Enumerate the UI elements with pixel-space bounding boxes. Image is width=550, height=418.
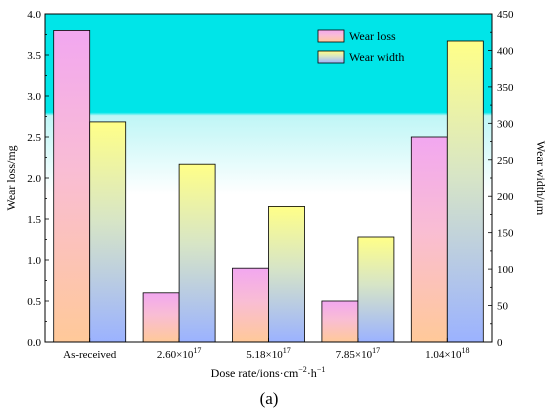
- y-axis-left-title: Wear loss/mg: [4, 145, 18, 210]
- bars-layer: [53, 29, 484, 343]
- legend-swatch-wear-width: [317, 50, 345, 64]
- y-right-tick-label-3: 150: [497, 228, 514, 240]
- y-right-tick-label-7: 350: [497, 82, 514, 94]
- y-left-tick-label-8: 4.0: [27, 9, 41, 21]
- x-tick-label-3: 7.85×1017: [336, 346, 380, 361]
- bar-wear-loss-2: [232, 267, 269, 343]
- x-axis-title: Dose rate/ions·cm−2·h−1: [211, 365, 326, 380]
- legend-label-wear-width: Wear width: [349, 50, 404, 64]
- y-left-tick-label-7: 3.5: [27, 50, 41, 62]
- y-left-tick-label-5: 2.5: [27, 132, 41, 144]
- bar-wear-loss-0: [53, 29, 91, 343]
- x-tick-label-4: 1.04×1018: [425, 346, 469, 361]
- y-left-tick-label-1: 0.5: [27, 296, 41, 308]
- bar-wear-loss-3: [321, 300, 359, 343]
- bar-wear-width-4: [446, 40, 484, 343]
- panel-label: (a): [260, 389, 279, 408]
- y-right-tick-label-9: 450: [497, 9, 514, 21]
- bar-wear-loss-1: [142, 292, 180, 343]
- y-right-tick-label-2: 100: [497, 264, 514, 276]
- bar-wear-width-1: [178, 163, 216, 343]
- y-right-tick-label-8: 400: [497, 45, 514, 57]
- legend: Wear loss Wear width: [317, 29, 404, 64]
- right-axis: 0 50 100 150 200 250 300 350 400 450: [488, 9, 514, 349]
- y-right-tick-label-1: 50: [497, 301, 509, 313]
- x-axis: As-received 2.60×1017 5.18×1017 7.85×1017 1.…: [63, 338, 470, 361]
- y-left-tick-label-6: 3.0: [27, 91, 41, 103]
- x-tick-label-1: 2.60×1017: [157, 346, 201, 361]
- bar-wear-width-0: [89, 121, 127, 343]
- legend-swatch-wear-loss: [317, 29, 345, 43]
- y-axis-right-title: Wear width/μm: [534, 141, 548, 216]
- legend-label-wear-loss: Wear loss: [349, 29, 396, 43]
- x-axis-title-sup2: −1: [317, 365, 326, 374]
- y-right-tick-label-0: 0: [497, 337, 503, 349]
- bar-wear-loss-4: [410, 136, 448, 343]
- x-tick-label-0: As-received: [63, 349, 117, 361]
- bar-wear-width-2: [268, 205, 305, 343]
- y-right-tick-label-6: 300: [497, 118, 514, 130]
- x-axis-title-mid: ·h: [307, 366, 317, 380]
- x-axis-title-base: Dose rate/ions·cm: [211, 366, 299, 380]
- x-axis-title-sup1: −2: [298, 365, 307, 374]
- x-tick-label-2: 5.18×1017: [246, 346, 290, 361]
- y-left-tick-label-0: 0.0: [27, 337, 41, 349]
- y-right-tick-label-5: 250: [497, 155, 514, 167]
- bar-wear-width-3: [357, 236, 395, 343]
- y-left-tick-label-2: 1.0: [27, 255, 41, 267]
- y-left-tick-label-3: 1.5: [27, 214, 41, 226]
- y-right-tick-label-4: 200: [497, 191, 514, 203]
- left-axis: 0.0 0.5 1.0 1.5 2.0 2.5 3.0 3.5 4.0: [27, 9, 49, 349]
- y-left-tick-label-4: 2.0: [27, 173, 41, 185]
